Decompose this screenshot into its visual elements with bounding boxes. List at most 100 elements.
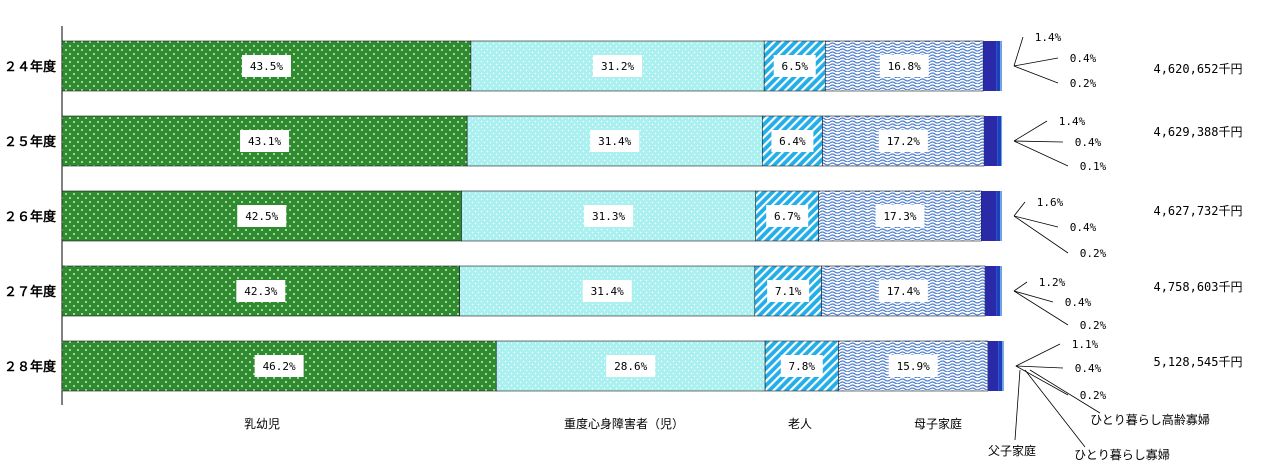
value-label: 31.4%: [591, 285, 624, 298]
leader-line: [1015, 365, 1069, 396]
bar-segment: [1000, 266, 1002, 316]
leader-line: [1013, 57, 1059, 67]
bar-segment: [1000, 191, 1002, 241]
bar-segment: [997, 116, 1002, 166]
value-label-box: [766, 205, 809, 227]
bar-row: ２４年度 43.5% 31.2% 6.5% 16.8% 1.4% 0.4% 0.2% 4,620…: [4, 31, 1243, 92]
small-value-label: 1.1%: [1072, 338, 1099, 351]
value-label: 7.1%: [775, 285, 802, 298]
leader-line: [1013, 215, 1069, 254]
bar-segment: [985, 266, 997, 316]
value-label: 31.4%: [598, 135, 631, 148]
value-label-box: [582, 280, 632, 302]
small-value-label: 0.4%: [1070, 221, 1097, 234]
total-label: 4,627,732千円: [1153, 204, 1242, 218]
small-value-label: 0.4%: [1075, 136, 1102, 149]
value-label: 7.8%: [789, 360, 816, 373]
value-label-box: [767, 280, 810, 302]
small-value-label: 0.1%: [1080, 160, 1107, 173]
legend-label: 乳幼児: [244, 417, 280, 431]
legend-label: ひとり暮らし高齢寡婦: [1090, 412, 1210, 427]
bar-segment: [981, 191, 997, 241]
category-label: ２５年度: [4, 134, 57, 150]
leader-line: [1015, 365, 1064, 369]
value-label: 17.3%: [883, 210, 916, 223]
value-label-box: [878, 280, 928, 302]
legend-label: ひとり暮らし寡婦: [1074, 447, 1170, 462]
value-label: 42.3%: [244, 285, 277, 298]
bar-segment: [984, 116, 998, 166]
category-label: ２４年度: [4, 59, 57, 75]
small-value-label: 0.2%: [1070, 77, 1097, 90]
category-label: ２８年度: [4, 359, 57, 375]
value-label-box: [254, 355, 304, 377]
bar-segment: [998, 341, 1002, 391]
legend-label: 父子家庭: [988, 443, 1036, 458]
leader-line: [1013, 120, 1048, 142]
legend-label: 老人: [788, 417, 812, 431]
legend-leader-line: [1029, 369, 1101, 414]
bar-row: ２７年度 42.3% 31.4% 7.1% 17.4% 1.2% 0.4% 0.2% 4,758…: [4, 265, 1243, 332]
legend-label: 重度心身障害者（児）: [564, 416, 684, 431]
value-label-box: [879, 55, 929, 77]
value-label: 16.8%: [888, 60, 921, 73]
value-label-box: [771, 130, 814, 152]
total-label: 4,758,603千円: [1153, 280, 1242, 294]
value-label-box: [780, 355, 823, 377]
value-label: 15.9%: [897, 360, 930, 373]
value-label-box: [584, 205, 634, 227]
bar-segment: [1000, 41, 1002, 91]
total-label: 5,128,545千円: [1153, 355, 1242, 369]
bar-segment: [996, 266, 1001, 316]
bar-segment: [1002, 341, 1004, 391]
value-label: 6.7%: [774, 210, 801, 223]
small-value-label: 1.4%: [1035, 31, 1062, 44]
value-label: 28.6%: [614, 360, 647, 373]
value-label: 43.1%: [248, 135, 281, 148]
small-value-label: 0.4%: [1070, 52, 1097, 65]
leader-line: [1013, 65, 1059, 84]
value-label-box: [878, 130, 928, 152]
leader-line: [1013, 140, 1064, 143]
small-value-label: 1.4%: [1059, 115, 1086, 128]
legend-leader-line: [1014, 369, 1021, 441]
value-label: 42.5%: [245, 210, 278, 223]
total-label: 4,620,652千円: [1153, 62, 1242, 76]
bar-row: ２８年度 46.2% 28.6% 7.8% 15.9% 1.1% 0.4% 0.2% 5,128…: [4, 338, 1243, 402]
small-value-label: 0.4%: [1075, 362, 1102, 375]
value-label-box: [241, 55, 291, 77]
value-label: 31.2%: [601, 60, 634, 73]
leader-line: [1013, 215, 1059, 228]
value-label-box: [606, 355, 656, 377]
leader-line: [1013, 290, 1054, 303]
value-label-box: [875, 205, 925, 227]
value-label: 43.5%: [250, 60, 283, 73]
small-value-label: 0.2%: [1080, 389, 1107, 402]
leader-line: [1013, 201, 1026, 217]
bar-row: ２５年度 43.1% 31.4% 6.4% 17.2% 1.4% 0.4% 0.1% 4,629…: [4, 115, 1243, 173]
bar-segment: [1001, 116, 1003, 166]
small-value-label: 0.4%: [1065, 296, 1092, 309]
value-label: 46.2%: [263, 360, 296, 373]
value-label-box: [236, 280, 286, 302]
value-label-box: [593, 55, 643, 77]
value-label: 6.4%: [779, 135, 806, 148]
value-label: 17.4%: [887, 285, 920, 298]
bar-row: ２６年度 42.5% 31.3% 6.7% 17.3% 1.6% 0.4% 0.2% 4,627…: [4, 190, 1243, 260]
value-label-box: [888, 355, 938, 377]
value-label-box: [240, 130, 290, 152]
value-label: 6.5%: [781, 60, 808, 73]
leader-line: [1015, 343, 1061, 367]
leader-line: [1013, 36, 1024, 67]
legend-leader-line: [1024, 369, 1086, 448]
bar-segment: [987, 341, 999, 391]
small-value-label: 1.2%: [1039, 276, 1066, 289]
bar-segment: [996, 41, 1001, 91]
value-label-box: [237, 205, 287, 227]
value-label: 31.3%: [592, 210, 625, 223]
value-label-box: [773, 55, 816, 77]
bar-segment: [996, 191, 1001, 241]
category-label: ２７年度: [4, 284, 57, 300]
small-value-label: 0.2%: [1080, 319, 1107, 332]
